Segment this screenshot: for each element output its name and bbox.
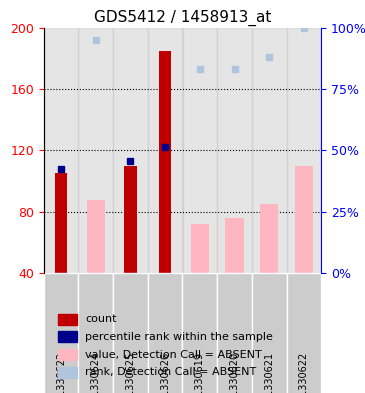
Text: count: count [85,314,117,324]
Bar [124,166,137,274]
Text: GSM1330621: GSM1330621 [264,352,274,393]
Title: GDS5412 / 1458913_at: GDS5412 / 1458913_at [94,10,271,26]
Text: GSM1330625: GSM1330625 [126,352,135,393]
Bar [55,173,67,274]
FancyBboxPatch shape [252,274,287,393]
Text: GSM1330626: GSM1330626 [160,352,170,393]
Text: GSM1330622: GSM1330622 [299,352,309,393]
Bar [182,28,217,274]
FancyBboxPatch shape [78,274,113,393]
Text: rank, Detection Call = ABSENT: rank, Detection Call = ABSENT [85,367,257,377]
Bar [287,28,321,274]
Bar [252,28,287,274]
Text: GSM1330623: GSM1330623 [56,352,66,393]
Bar [295,166,313,274]
Bar [87,200,105,274]
Text: value, Detection Call = ABSENT: value, Detection Call = ABSENT [85,349,262,360]
Bar [78,28,113,274]
Bar [58,314,77,325]
FancyBboxPatch shape [113,274,148,393]
Bar [58,367,77,378]
Bar [44,28,78,274]
Text: GSM1330619: GSM1330619 [195,352,205,393]
Text: percentile rank within the sample: percentile rank within the sample [85,332,273,342]
Bar [159,51,171,274]
FancyBboxPatch shape [182,274,217,393]
FancyBboxPatch shape [287,274,321,393]
Bar [58,349,77,360]
Bar [260,204,278,274]
Bar [226,218,243,274]
Bar [113,28,148,274]
Text: GSM1330620: GSM1330620 [230,352,239,393]
Bar [191,224,209,274]
FancyBboxPatch shape [44,274,78,393]
Text: GSM1330624: GSM1330624 [91,352,101,393]
Bar [217,28,252,274]
Bar [148,28,182,274]
FancyBboxPatch shape [148,274,182,393]
FancyBboxPatch shape [217,274,252,393]
Bar [58,331,77,342]
